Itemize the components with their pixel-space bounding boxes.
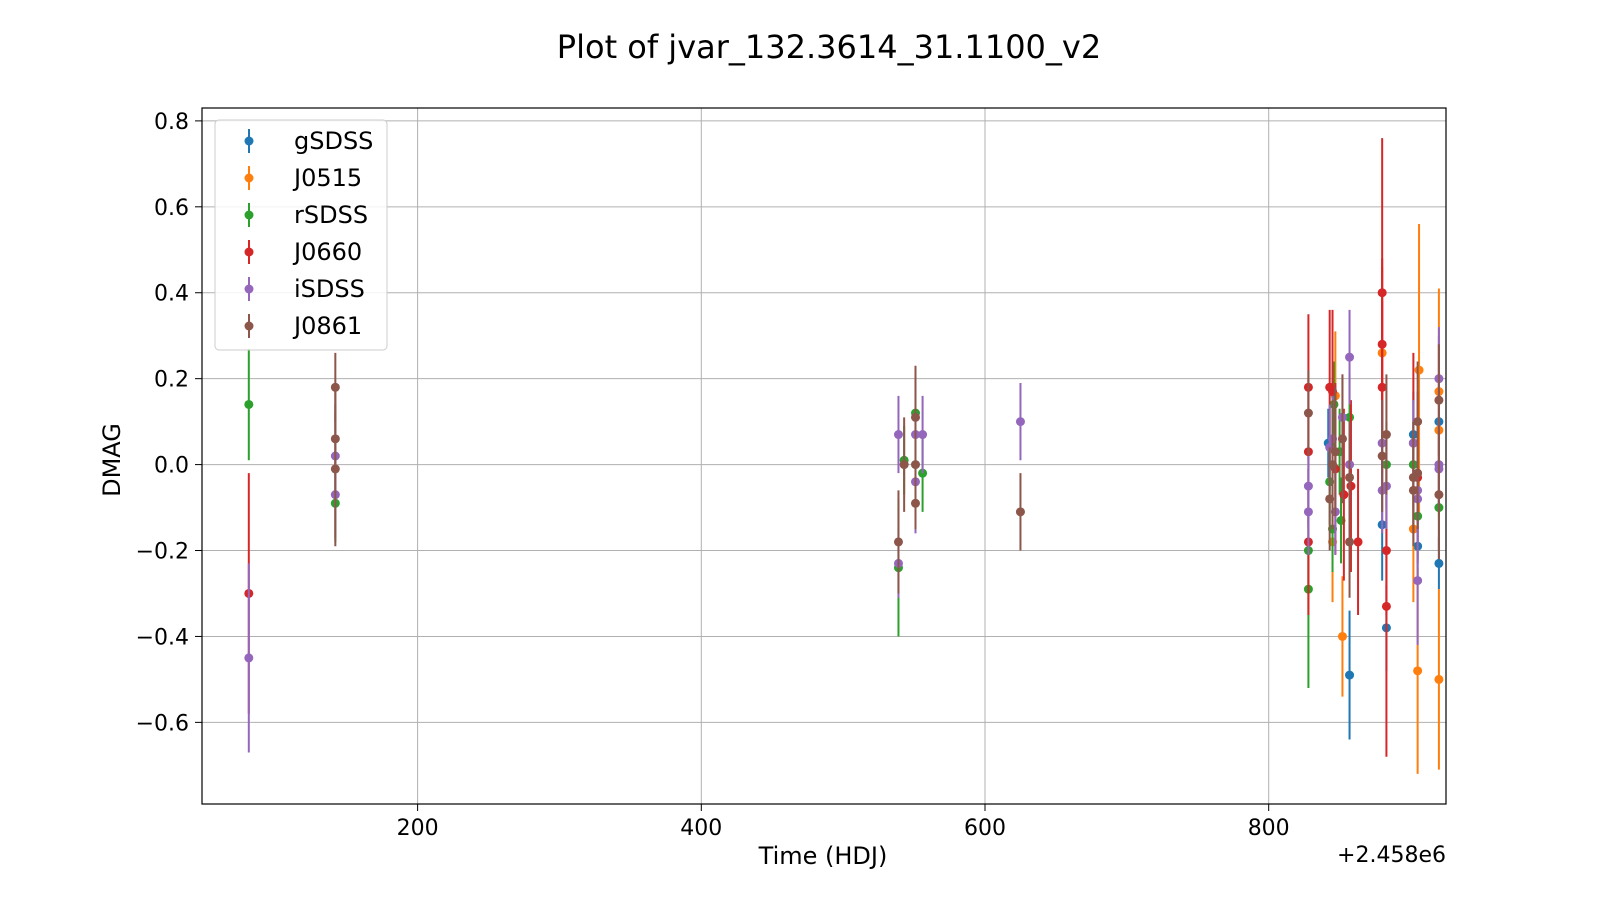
legend-frame (214, 119, 388, 351)
data-point (1381, 601, 1391, 611)
data-point (910, 498, 920, 508)
legend-item: J0861 (244, 312, 362, 340)
data-point (1414, 365, 1424, 375)
data-point (1303, 408, 1313, 418)
legend-marker (244, 173, 254, 183)
data-point (1434, 490, 1444, 500)
legend-item: rSDSS (244, 201, 368, 229)
y-tick-label: −0.4 (136, 625, 189, 650)
chart-title: Plot of jvar_132.3614_31.1100_v2 (557, 28, 1101, 66)
data-point (1015, 507, 1025, 517)
y-tick-label: 0.4 (154, 282, 189, 307)
x-tick-label: 600 (964, 816, 1006, 841)
data-point (1413, 576, 1423, 586)
legend-label: iSDSS (294, 275, 365, 303)
x-tick-label: 200 (397, 816, 439, 841)
data-point (1434, 395, 1444, 405)
legend-label: rSDSS (294, 201, 368, 229)
legend-item: gSDSS (244, 127, 373, 155)
data-point (1345, 670, 1355, 680)
legend-label: J0515 (292, 164, 362, 192)
data-point (899, 460, 909, 470)
data-point (1346, 481, 1356, 491)
data-point (893, 537, 903, 547)
series-J0660 (244, 138, 1423, 757)
legend-item: J0660 (244, 238, 362, 266)
data-point (1345, 352, 1355, 362)
series-J0861 (330, 344, 1444, 598)
data-point (910, 412, 920, 422)
legend-label: J0861 (292, 312, 362, 340)
data-point (1381, 430, 1391, 440)
data-point (918, 430, 928, 440)
series-rSDSS (244, 348, 1444, 688)
y-tick-label: 0.8 (154, 110, 189, 135)
x-axis-label: Time (HDJ) (758, 842, 888, 870)
legend-marker (244, 321, 254, 331)
y-axis-label: DMAG (98, 423, 126, 497)
y-tick-label: 0.0 (154, 454, 189, 479)
data-point (1408, 485, 1418, 495)
y-tick-label: 0.2 (154, 368, 189, 393)
x-axis-offset-label: +2.458e6 (1337, 843, 1446, 868)
data-point (330, 382, 340, 392)
data-point (1413, 666, 1423, 676)
data-point (1353, 537, 1363, 547)
plot-area (244, 138, 1444, 774)
data-point (1015, 417, 1025, 427)
x-tick-label: 800 (1248, 816, 1290, 841)
data-point (1434, 674, 1444, 684)
legend-label: J0660 (292, 238, 362, 266)
data-point (1345, 472, 1355, 482)
data-point (244, 653, 254, 663)
legend-marker (244, 210, 254, 220)
legend-marker (244, 284, 254, 294)
data-point (244, 399, 254, 409)
data-point (893, 430, 903, 440)
data-point (330, 464, 340, 474)
legend-marker (244, 136, 254, 146)
axis-ticks: 200 400 600 800 0.8 0.6 0.4 0.2 0.0 −0.2 −0.4 −0.6 (136, 110, 1290, 841)
legend-item: J0515 (244, 164, 362, 192)
data-point (1434, 558, 1444, 568)
legend: gSDSS J0515 rSDSS J0660 iSDSS J0861 (214, 119, 388, 351)
y-tick-label: −0.6 (136, 711, 189, 736)
data-point (1337, 631, 1347, 641)
y-tick-label: −0.2 (136, 540, 189, 565)
data-point (1330, 447, 1340, 457)
data-point (1329, 399, 1339, 409)
data-point (1377, 382, 1387, 392)
series-iSDSS (244, 309, 1444, 753)
y-tick-label: 0.6 (154, 196, 189, 221)
data-point (1337, 434, 1347, 444)
data-point (1377, 451, 1387, 461)
legend-marker (244, 247, 254, 257)
data-point (1303, 507, 1313, 517)
grid (202, 108, 1446, 804)
legend-label: gSDSS (294, 127, 373, 155)
legend-item: iSDSS (244, 275, 365, 303)
data-point (1339, 490, 1349, 500)
data-point (1345, 537, 1355, 547)
data-point (1413, 468, 1423, 478)
x-tick-label: 400 (680, 816, 722, 841)
plot-frame (201, 107, 1447, 805)
